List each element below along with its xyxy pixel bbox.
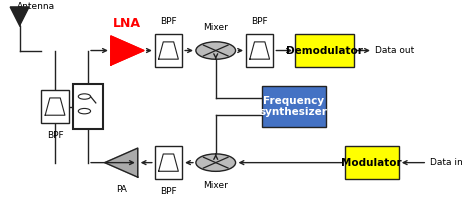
Bar — [73, 84, 103, 129]
Bar — [345, 146, 399, 179]
Circle shape — [196, 42, 236, 59]
Text: Mixer: Mixer — [203, 181, 228, 190]
Text: PA: PA — [116, 185, 127, 194]
Polygon shape — [111, 36, 144, 65]
Text: Demodulator: Demodulator — [286, 46, 363, 56]
Text: Data in: Data in — [429, 158, 462, 167]
Bar — [246, 34, 273, 67]
Bar — [155, 146, 182, 179]
Polygon shape — [105, 148, 138, 177]
Bar — [155, 34, 182, 67]
Text: Mixer: Mixer — [203, 23, 228, 32]
Circle shape — [196, 154, 236, 171]
Bar — [295, 34, 354, 67]
Text: BPF: BPF — [160, 187, 177, 196]
Text: Antenna: Antenna — [17, 2, 55, 11]
Text: Modulator: Modulator — [341, 158, 402, 168]
Text: BPF: BPF — [251, 17, 268, 26]
Text: BPF: BPF — [47, 131, 64, 140]
Bar — [41, 90, 69, 123]
Text: Data out: Data out — [375, 46, 414, 55]
Text: LNA: LNA — [113, 17, 141, 30]
Circle shape — [78, 94, 91, 99]
Polygon shape — [10, 7, 29, 26]
Circle shape — [78, 108, 91, 114]
Bar — [262, 86, 326, 127]
Text: BPF: BPF — [160, 17, 177, 26]
Text: Frequency
synthesizer: Frequency synthesizer — [260, 96, 328, 117]
